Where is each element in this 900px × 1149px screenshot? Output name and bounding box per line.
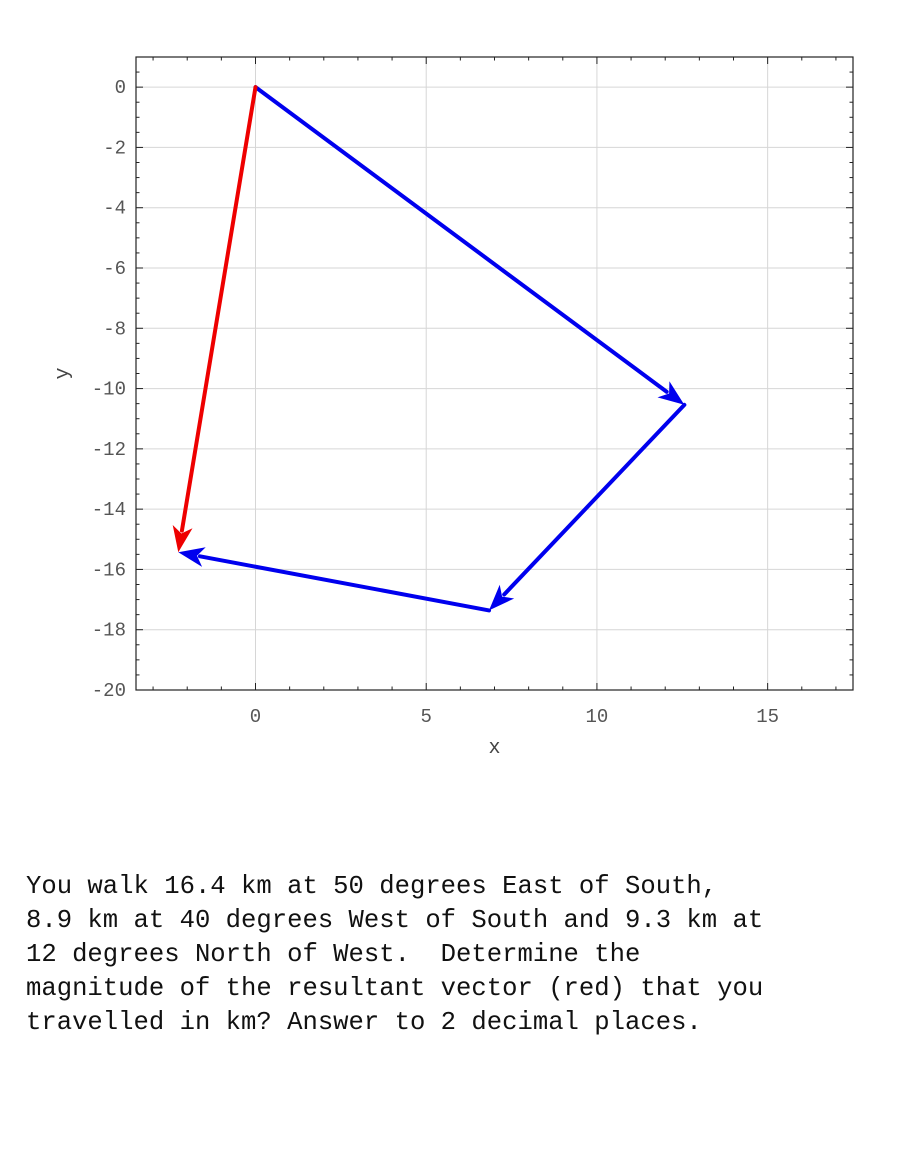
y-tick-label: -8 (103, 318, 126, 340)
vector-shaft (502, 402, 687, 597)
vector-arrowhead (657, 381, 685, 405)
grid-layer (136, 57, 853, 691)
y-tick-label: -2 (103, 137, 126, 159)
chart-svg: 0 5 10 15 0 -2 -4 -6 -8 -10 -12 -14 -16 -18 -20 x y (52, 56, 854, 760)
question-line-5: travelled in km? Answer to 2 decimal pla… (26, 1008, 702, 1037)
vector-chart: 0 5 10 15 0 -2 -4 -6 -8 -10 -12 -14 -16 -18 -20 x y (52, 56, 854, 760)
question-line-4: magnitude of the resultant vector (red) … (26, 974, 764, 1003)
x-tick-label: 15 (756, 706, 779, 728)
vector-shaft (179, 85, 258, 533)
question-line-1: You walk 16.4 km at 50 degrees East of S… (26, 872, 718, 901)
vector-2 (489, 402, 687, 611)
question-text: You walk 16.4 km at 50 degrees East of S… (26, 870, 886, 1040)
x-tick-label: 10 (586, 706, 609, 728)
vector-4 (172, 85, 258, 553)
vector-shaft (197, 554, 492, 613)
y-tick-label: -18 (92, 620, 126, 642)
x-axis-label: x (488, 737, 500, 760)
x-tick-label: 5 (421, 706, 432, 728)
x-tick-label: 0 (250, 706, 261, 728)
y-tick-label: -4 (103, 198, 126, 220)
y-tick-label: -6 (103, 258, 126, 280)
vector-shaft (253, 85, 669, 394)
question-line-2: 8.9 km at 40 degrees West of South and 9… (26, 906, 764, 935)
vector-arrowhead (178, 547, 206, 567)
vector-arrowhead (172, 525, 193, 553)
y-tick-label: -14 (92, 499, 126, 521)
vector-layer (172, 85, 687, 613)
vector-1 (253, 85, 685, 405)
question-line-3: 12 degrees North of West. Determine the (26, 940, 641, 969)
vector-3 (178, 547, 492, 613)
tick-layer: 0 5 10 15 0 -2 -4 -6 -8 -10 -12 -14 -16 -18 -20 (92, 56, 853, 728)
y-tick-label: -20 (92, 680, 126, 702)
y-tick-label: 0 (115, 77, 126, 99)
y-tick-label: -16 (92, 559, 126, 581)
y-axis-label: y (52, 367, 75, 379)
y-tick-label: -12 (92, 439, 126, 461)
vector-arrowhead (489, 584, 515, 611)
y-tick-label: -10 (92, 379, 126, 401)
